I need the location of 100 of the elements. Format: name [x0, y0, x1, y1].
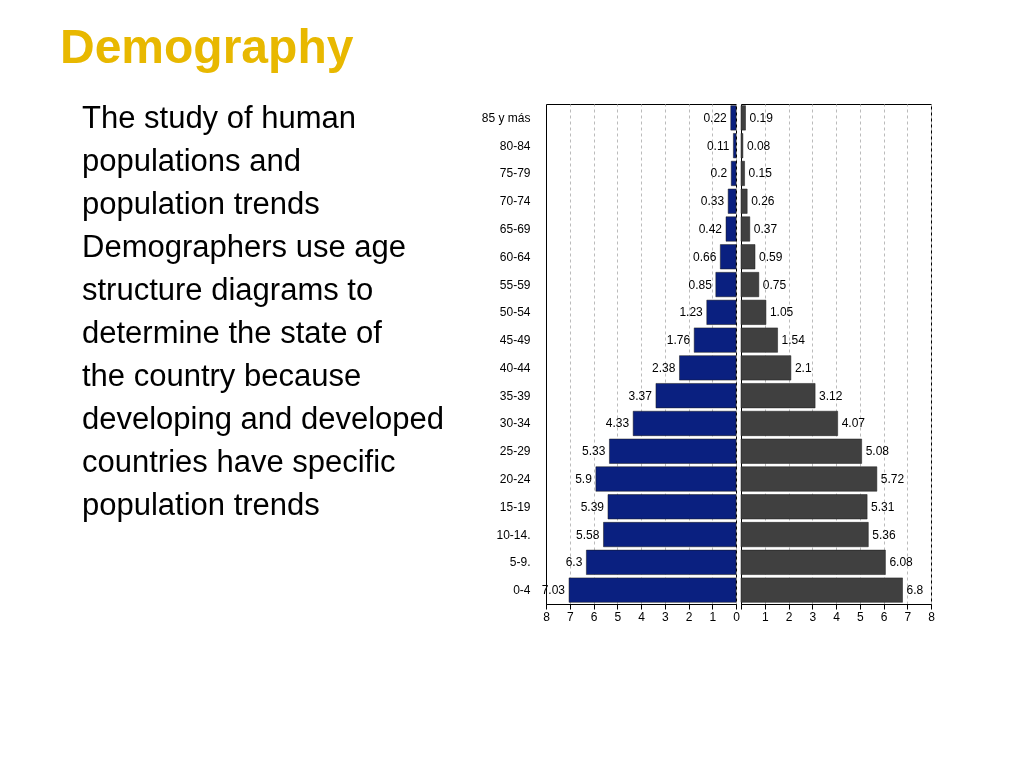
bar [740, 216, 751, 242]
y-tick-label: 0-4 [513, 583, 531, 598]
y-tick-label: 80-84 [499, 138, 531, 153]
data-label: 6.8 [906, 583, 924, 598]
data-label: 0.66 [692, 249, 717, 264]
bar [720, 244, 737, 270]
data-label: 5.39 [580, 499, 605, 514]
y-tick-label: 75-79 [499, 166, 531, 181]
bar [740, 244, 756, 270]
bar [595, 466, 737, 492]
x-tick-label: 6 [590, 609, 598, 624]
bar [740, 272, 760, 298]
bar [740, 327, 778, 353]
bar [740, 160, 745, 186]
data-label: 0.42 [698, 222, 723, 236]
bar [740, 410, 838, 436]
x-tick-label: 0 [733, 609, 741, 624]
data-label: 5.08 [865, 444, 890, 459]
bar [727, 188, 737, 214]
data-label: 1.23 [679, 305, 704, 320]
data-label: 2.1 [794, 360, 812, 375]
x-tick-label: 7 [904, 609, 912, 624]
bar [586, 549, 737, 575]
bar [679, 355, 737, 381]
data-label: 0.11 [706, 138, 730, 153]
x-tick-label: 5 [614, 609, 622, 624]
x-tick-label: 1 [761, 609, 769, 624]
y-tick-label: 5-9. [509, 555, 531, 570]
x-tick-label: 4 [833, 609, 841, 624]
data-label: 6.3 [565, 555, 583, 570]
data-label: 0.08 [746, 138, 771, 153]
data-label: 0.22 [703, 110, 728, 125]
data-label: 4.07 [841, 416, 866, 431]
bar [706, 299, 737, 325]
y-tick-label: 50-54 [499, 305, 531, 320]
y-tick-label: 60-64 [499, 249, 531, 264]
bar [715, 272, 737, 298]
bar [740, 383, 816, 409]
y-tick-label: 55-59 [499, 277, 531, 292]
data-label: 0.26 [751, 194, 775, 209]
y-tick-label: 45-49 [499, 333, 531, 348]
y-tick-label: 10-14. [496, 527, 531, 542]
data-label: 5.9 [575, 472, 593, 486]
y-tick-label: 35-39 [499, 388, 531, 403]
bar [740, 577, 903, 603]
bar [655, 383, 737, 409]
data-label: 0.2 [710, 166, 728, 181]
chart-title: Demography [60, 20, 354, 73]
bar [740, 355, 792, 381]
y-tick-label: 40-44 [499, 360, 531, 375]
x-tick-label: 5 [856, 609, 864, 624]
bar [693, 327, 737, 353]
bar [740, 299, 767, 325]
data-label: 1.05 [769, 305, 794, 320]
data-label: 2.38 [652, 360, 676, 375]
bar [603, 522, 737, 548]
data-label: 5.58 [576, 527, 600, 542]
data-label: 4.33 [605, 416, 630, 431]
data-label: 3.37 [628, 388, 653, 403]
data-label: 0.33 [700, 194, 725, 209]
data-label: 5.33 [582, 444, 606, 459]
x-tick-label: 1 [709, 609, 717, 624]
x-tick-label: 6 [880, 609, 888, 624]
data-label: 3.12 [819, 388, 843, 403]
y-tick-label: 65-69 [499, 222, 531, 236]
x-tick-label: 3 [661, 609, 669, 624]
bar [607, 494, 737, 520]
data-label: 1.54 [781, 333, 806, 348]
data-label: 0.19 [749, 110, 774, 125]
bar [740, 188, 748, 214]
x-tick-label: 7 [566, 609, 574, 624]
bar [730, 105, 737, 131]
y-tick-label: 70-74 [499, 194, 531, 209]
x-tick-label: 4 [638, 609, 646, 624]
data-label: 1.76 [666, 333, 691, 348]
y-tick-label: 20-24 [499, 472, 531, 486]
x-tick-label: 8 [543, 609, 551, 624]
data-label: 0.85 [688, 277, 713, 292]
y-tick-label: 85 y más [481, 110, 531, 125]
bar [733, 133, 737, 159]
data-label: 0.59 [759, 249, 783, 264]
bar [740, 438, 862, 464]
bar [725, 216, 737, 242]
data-label: 5.36 [872, 527, 896, 542]
y-tick-label: 15-19 [499, 499, 531, 514]
bar [740, 466, 878, 492]
text: Demographers use age structure diagrams to determine the state of the country because developing and developed countries have specific population trends [82, 229, 444, 522]
bar [632, 410, 737, 436]
bar [609, 438, 737, 464]
data-label: 5.72 [880, 472, 905, 486]
y-tick-label: 25-29 [499, 444, 531, 459]
data-label: 0.37 [753, 222, 778, 236]
bar [740, 549, 886, 575]
y-tick-label: 30-34 [499, 416, 531, 431]
data-label: 0.75 [762, 277, 787, 292]
data-label: 6.08 [889, 555, 914, 570]
bar [731, 160, 737, 186]
x-tick-label: 8 [928, 609, 936, 624]
text: The study of human populations and population trends [82, 100, 356, 221]
data-label: 5.31 [871, 499, 895, 514]
